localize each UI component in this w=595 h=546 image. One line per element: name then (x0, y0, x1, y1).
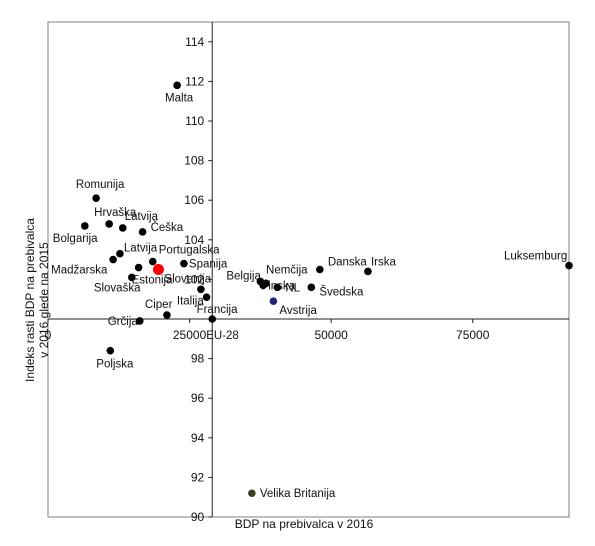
data-point-9 (148, 257, 157, 266)
point-label: Latvija (124, 243, 158, 255)
point-label: Portugalska (159, 245, 220, 257)
y-tick-label: 94 (191, 431, 205, 445)
y-tick-label: 104 (184, 233, 204, 247)
point-label: Švedska (319, 285, 364, 298)
y-tick-label: 90 (191, 510, 205, 524)
point-label: Belgija (226, 270, 261, 282)
y-axis-title-line: v 2016 glede na 2015 (37, 242, 51, 358)
point-label: Estonija (132, 275, 174, 287)
x-axis-title: BDP na prebivalca v 2016 (235, 517, 374, 531)
point-label: Bolgarija (53, 233, 98, 245)
point-label: Slovenija (164, 274, 211, 286)
y-tick-label: 106 (184, 193, 204, 207)
data-point-25 (307, 283, 316, 292)
data-point-11 (152, 264, 164, 275)
data-point-23 (269, 297, 278, 305)
point-label: Velika Britanija (260, 488, 336, 500)
point-label: Avstrija (279, 305, 317, 317)
point-label: Finska (261, 280, 295, 292)
data-point-4 (118, 224, 127, 232)
data-point-16 (135, 317, 144, 325)
data-point-29 (248, 489, 256, 498)
y-tick-label: 98 (191, 352, 205, 366)
point-label: Nemčija (266, 264, 308, 276)
data-point-17 (202, 293, 211, 302)
data-point-3 (105, 220, 113, 228)
point-label: Danska (328, 257, 368, 269)
data-point-26 (364, 267, 372, 276)
point-label: Italija (177, 295, 204, 307)
point-label: Madžarska (51, 265, 108, 277)
y-tick-label: 92 (191, 470, 205, 484)
data-point-10 (180, 259, 188, 268)
point-label: Poljska (96, 359, 134, 371)
data-point-28 (106, 346, 115, 355)
x-tick-label: 0 (45, 328, 52, 342)
point-label: Spanija (189, 259, 228, 271)
data-point-13 (128, 273, 136, 282)
data-point-2 (92, 194, 100, 203)
point-label: Irska (371, 256, 397, 268)
point-label: EU-28 (206, 330, 239, 342)
axes (47, 21, 570, 518)
x-tick-label: 75000 (456, 328, 490, 342)
y-tick-label: 102 (184, 272, 204, 286)
y-tick-label: 96 (191, 391, 205, 405)
point-label: Romunija (76, 179, 125, 191)
point-label: Češka (151, 221, 184, 234)
data-point-18 (208, 315, 217, 323)
data-point-5 (138, 228, 147, 236)
data-point-14 (197, 285, 205, 294)
point-label: NL (285, 282, 300, 294)
plot-frame (47, 21, 570, 518)
point-label: Luksemburg (504, 251, 567, 263)
y-tick-label: 112 (185, 74, 204, 88)
y-tick-label: 108 (184, 154, 204, 168)
data-point-27 (565, 261, 573, 270)
data-point-6 (81, 222, 89, 230)
data-point-12 (134, 263, 143, 272)
data-point-15 (163, 311, 171, 319)
point-label: Malta (165, 92, 194, 104)
point-label: Slovaška (94, 282, 141, 294)
y-axis-title-line: Indeks rasti BDP na prebivalca (23, 218, 37, 382)
y-axis-title: Indeks rasti BDP na prebivalca v 2016 gle… (23, 218, 51, 382)
data-point-21 (262, 279, 270, 288)
point-label: Hrvaška (94, 207, 137, 219)
tick-labels: 90 92 94 96 98 102 104 106 108 110 112 114 0 25000 500… (45, 35, 490, 524)
x-tick-label: 25000 (173, 328, 207, 342)
data-points (81, 81, 573, 498)
y-tick-label: 110 (185, 114, 204, 128)
point-label: Grčija (108, 316, 139, 328)
data-point-24 (316, 265, 324, 274)
data-point-1 (173, 81, 181, 90)
point-label: Ciper (145, 299, 173, 311)
point-label: Latvija (125, 211, 159, 223)
y-tick-label: 114 (185, 35, 204, 49)
point-label: Francija (197, 304, 239, 316)
data-point-8 (116, 249, 124, 258)
x-tick-label: 50000 (314, 328, 348, 342)
data-point-7 (109, 255, 117, 264)
data-point-22 (273, 283, 282, 292)
point-labels: MaltaRomunijaHrvaškaLatvijaČeškaBolgarij… (51, 92, 567, 500)
